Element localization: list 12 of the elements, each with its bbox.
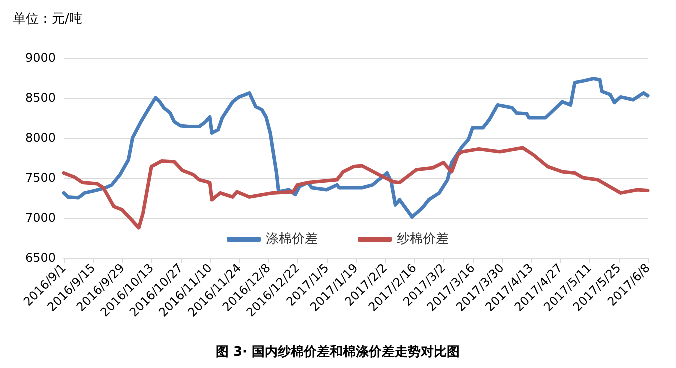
y-tick-label: 8500 [25, 91, 56, 105]
line-series [62, 77, 650, 219]
y-tick-label: 7000 [25, 211, 56, 225]
line-series [62, 146, 650, 230]
text: 图 3· 国内纱棉价差和棉涤价差走势对比图 [216, 344, 460, 360]
y-tick-label: 6500 [25, 251, 56, 265]
y-tick-label: 7500 [25, 171, 56, 185]
y-tick-label: 9000 [25, 51, 56, 65]
y-tick-label: 8000 [25, 131, 56, 145]
y-axis-title: 单位：元/吨 [13, 12, 82, 27]
legend-label: 纱棉价差 [397, 232, 449, 247]
legend-label: 涤棉价差 [266, 232, 318, 247]
